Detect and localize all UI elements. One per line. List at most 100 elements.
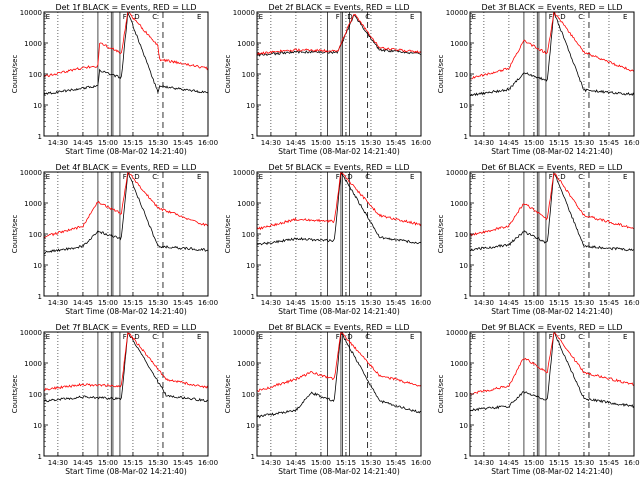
y-tick-label: 1000 bbox=[450, 200, 468, 208]
series-events-line bbox=[44, 332, 208, 403]
x-tick-label: 16:00 bbox=[411, 139, 431, 147]
y-axis-label: Counts/sec bbox=[11, 375, 19, 414]
x-tick-label: 15:00 bbox=[98, 459, 118, 467]
y-tick-label: 100 bbox=[455, 231, 468, 239]
y-tick-label: 10000 bbox=[233, 9, 255, 17]
attenuator-label: F bbox=[123, 333, 127, 341]
x-tick-label: 14:30 bbox=[48, 139, 68, 147]
attenuator-label: E bbox=[259, 13, 263, 21]
y-tick-label: 1000 bbox=[237, 40, 255, 48]
attenuator-label: E bbox=[259, 333, 263, 341]
y-tick-label: 10 bbox=[246, 102, 255, 110]
attenuator-label: E bbox=[623, 173, 627, 181]
y-tick-label: 1 bbox=[38, 133, 42, 141]
x-tick-label: 16:00 bbox=[198, 299, 218, 307]
y-tick-label: 1 bbox=[251, 133, 255, 141]
attenuator-label: E bbox=[410, 173, 414, 181]
x-tick-label: 14:45 bbox=[499, 299, 519, 307]
y-tick-label: 100 bbox=[455, 391, 468, 399]
y-axis-label: Counts/sec bbox=[11, 55, 19, 94]
x-tick-label: 15:15 bbox=[336, 139, 356, 147]
x-tick-label: 15:15 bbox=[336, 459, 356, 467]
series-lld-line bbox=[257, 172, 421, 231]
attenuator-label: C bbox=[152, 173, 157, 181]
x-tick-label: 15:15 bbox=[123, 139, 143, 147]
x-tick-label: 14:30 bbox=[261, 299, 281, 307]
y-tick-label: 100 bbox=[242, 231, 255, 239]
y-axis-label: Counts/sec bbox=[437, 55, 445, 94]
x-tick-label: 16:00 bbox=[624, 459, 640, 467]
x-tick-label: 14:30 bbox=[474, 139, 494, 147]
series-lld-line bbox=[257, 14, 421, 56]
attenuator-label: F bbox=[336, 13, 340, 21]
y-tick-label: 10 bbox=[459, 102, 468, 110]
attenuator-label: C bbox=[578, 13, 583, 21]
x-tick-label: 14:45 bbox=[73, 139, 93, 147]
x-tick-label: 16:00 bbox=[198, 139, 218, 147]
y-tick-label: 100 bbox=[29, 71, 42, 79]
x-tick-label: 15:15 bbox=[123, 459, 143, 467]
y-tick-label: 1000 bbox=[450, 40, 468, 48]
panel-title: Det 7f BLACK = Events, RED = LLD bbox=[55, 323, 196, 332]
attenuator-label: E bbox=[46, 13, 50, 21]
x-tick-label: 15:00 bbox=[98, 299, 118, 307]
attenuator-label: F bbox=[549, 13, 553, 21]
y-tick-label: 100 bbox=[29, 231, 42, 239]
series-events-line bbox=[257, 172, 421, 246]
y-tick-label: 1000 bbox=[237, 200, 255, 208]
attenuator-label: E bbox=[46, 173, 50, 181]
series-lld-line bbox=[44, 332, 208, 392]
x-tick-label: 16:00 bbox=[624, 139, 640, 147]
y-tick-label: 10 bbox=[246, 262, 255, 270]
x-tick-label: 15:15 bbox=[549, 459, 569, 467]
attenuator-label: C bbox=[578, 333, 583, 341]
series-lld-line bbox=[470, 173, 634, 237]
x-tick-label: 15:45 bbox=[599, 299, 619, 307]
attenuator-label: C bbox=[152, 13, 157, 21]
x-tick-label: 15:30 bbox=[574, 459, 594, 467]
x-axis-label: Start Time (08-Mar-02 14:21:40) bbox=[65, 307, 187, 316]
y-tick-label: 10 bbox=[459, 262, 468, 270]
x-tick-label: 14:30 bbox=[261, 459, 281, 467]
y-tick-label: 1 bbox=[251, 293, 255, 301]
series-lld-line bbox=[44, 12, 208, 78]
x-tick-label: 15:45 bbox=[386, 139, 406, 147]
x-tick-label: 15:45 bbox=[386, 299, 406, 307]
x-tick-label: 15:45 bbox=[599, 139, 619, 147]
x-tick-label: 15:00 bbox=[524, 299, 544, 307]
y-tick-label: 10000 bbox=[233, 169, 255, 177]
y-tick-label: 10000 bbox=[20, 329, 42, 337]
y-tick-label: 1 bbox=[38, 453, 42, 461]
panel-title: Det 8f BLACK = Events, RED = LLD bbox=[268, 323, 409, 332]
attenuator-label: E bbox=[623, 333, 627, 341]
y-tick-label: 1000 bbox=[24, 360, 42, 368]
x-tick-label: 15:45 bbox=[599, 459, 619, 467]
series-events-line bbox=[257, 332, 421, 419]
attenuator-label: C bbox=[578, 173, 583, 181]
attenuator-label: C bbox=[365, 333, 370, 341]
x-tick-label: 14:30 bbox=[474, 299, 494, 307]
y-tick-label: 10000 bbox=[446, 329, 468, 337]
x-tick-label: 15:15 bbox=[123, 299, 143, 307]
x-tick-label: 15:45 bbox=[173, 299, 193, 307]
attenuator-label: E bbox=[197, 13, 201, 21]
y-tick-label: 1 bbox=[251, 453, 255, 461]
y-tick-label: 10 bbox=[33, 422, 42, 430]
x-tick-label: 14:45 bbox=[73, 459, 93, 467]
attenuator-label: E bbox=[259, 173, 263, 181]
attenuator-label: E bbox=[472, 333, 476, 341]
x-tick-label: 15:30 bbox=[148, 299, 168, 307]
y-tick-label: 1 bbox=[38, 293, 42, 301]
y-tick-label: 10 bbox=[246, 422, 255, 430]
y-tick-label: 10000 bbox=[446, 9, 468, 17]
x-axis-label: Start Time (08-Mar-02 14:21:40) bbox=[65, 467, 187, 476]
y-tick-label: 1 bbox=[464, 133, 468, 141]
x-tick-label: 15:30 bbox=[574, 299, 594, 307]
y-tick-label: 100 bbox=[455, 71, 468, 79]
x-tick-label: 15:30 bbox=[361, 139, 381, 147]
attenuator-label: F bbox=[549, 173, 553, 181]
